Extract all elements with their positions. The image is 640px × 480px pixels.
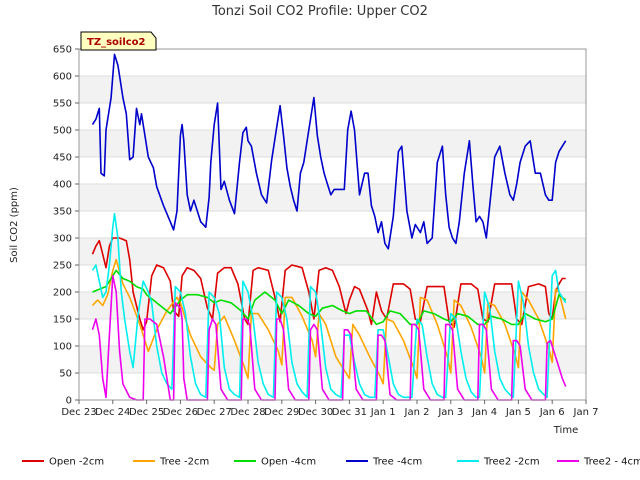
plot-band <box>79 265 586 292</box>
y-tick-label: 100 <box>53 342 72 353</box>
plot-band <box>79 319 586 346</box>
y-tick-label: 0 <box>66 396 72 407</box>
plot-background <box>79 49 586 400</box>
legend-label: Tree -2cm <box>159 457 209 468</box>
x-tick-label: Jan 1 <box>370 407 396 418</box>
y-tick-label: 250 <box>53 261 72 272</box>
y-tick-label: 600 <box>53 72 72 83</box>
y-tick-label: 150 <box>53 315 72 326</box>
y-axis: 0 50 100 150 200 250 300 350 400 450 500 550 600 650 <box>53 45 79 407</box>
x-tick-label: Dec 25 <box>129 407 164 418</box>
x-tick-label: Dec 29 <box>264 407 299 418</box>
plot-band <box>79 76 586 103</box>
plot-band <box>79 49 586 76</box>
plot-band <box>79 346 586 373</box>
x-tick-label: Jan 5 <box>505 407 531 418</box>
y-tick-label: 550 <box>53 99 72 110</box>
plot-band <box>79 130 586 157</box>
plot-band <box>79 157 586 184</box>
y-tick-label: 50 <box>59 369 72 380</box>
series-line-3 <box>91 53 567 250</box>
plot-band <box>79 211 586 238</box>
x-tick-label: Jan 7 <box>573 407 599 418</box>
y-tick-label: 200 <box>53 288 72 299</box>
y-tick-label: 650 <box>53 45 72 56</box>
plot-band <box>79 103 586 130</box>
legend-label: Open -4cm <box>261 457 316 468</box>
y-tick-label: 450 <box>53 153 72 164</box>
x-tick-label: Jan 3 <box>437 407 463 418</box>
plot-frame <box>78 48 587 401</box>
x-tick-label: Dec 26 <box>163 407 198 418</box>
x-tick-label: Jan 4 <box>471 407 497 418</box>
legend-label: Tree2 - 4cm <box>583 457 640 468</box>
x-tick-label: Dec 31 <box>332 407 367 418</box>
series-line-1 <box>91 258 567 385</box>
badge-label: TZ_soilco2 <box>87 37 146 48</box>
legend-label: Open -2cm <box>49 457 104 468</box>
x-tick-label: Dec 28 <box>230 407 265 418</box>
plot-band <box>79 238 586 265</box>
legend: Open -2cm Tree -2cm Open -4cm Tree -4cm Tree… <box>22 457 640 468</box>
y-tick-label: 400 <box>53 180 72 191</box>
plot-band <box>79 184 586 211</box>
plot-band <box>79 373 586 400</box>
legend-label: Tree -4cm <box>372 457 422 468</box>
chart-title: Tonzi Soil CO2 Profile: Upper CO2 <box>211 4 428 19</box>
y-tick-label: 350 <box>53 207 72 218</box>
x-tick-label: Dec 24 <box>95 407 130 418</box>
y-axis-label: Soil CO2 (ppm) <box>9 187 20 263</box>
x-axis-label: Time <box>553 425 578 436</box>
badge-box <box>80 31 157 51</box>
x-tick-label: Dec 23 <box>61 407 96 418</box>
x-tick-label: Dec 30 <box>298 407 333 418</box>
tz-badge: TZ_soilco2 <box>80 31 157 51</box>
y-tick-label: 500 <box>53 126 72 137</box>
x-tick-label: Dec 27 <box>197 407 232 418</box>
x-tick-label: Jan 6 <box>539 407 565 418</box>
x-tick-label: Jan 2 <box>404 407 430 418</box>
y-tick-label: 300 <box>53 234 72 245</box>
legend-label: Tree2 -2cm <box>483 457 540 468</box>
series-line-4 <box>91 212 567 399</box>
